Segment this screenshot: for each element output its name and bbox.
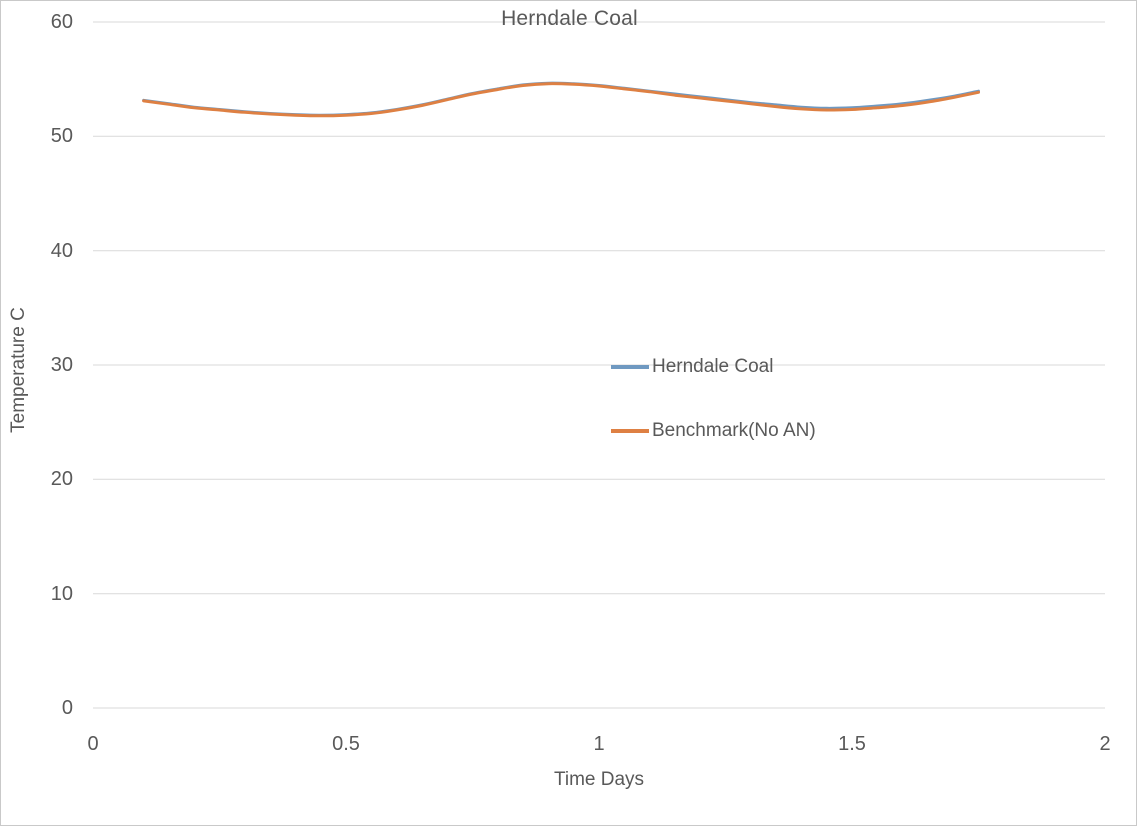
legend-line-swatch <box>611 429 649 433</box>
chart-title: Herndale Coal <box>501 7 638 30</box>
x-tick-label: 0 <box>87 733 99 755</box>
legend-item: Benchmark(No AN) <box>611 413 816 449</box>
x-tick-label: 1 <box>593 733 605 755</box>
x-tick-label: 2 <box>1099 733 1111 755</box>
series-line-benchmark-no-an <box>142 82 980 118</box>
legend: Herndale Coal Benchmark(No AN) <box>611 349 816 477</box>
legend-item: Herndale Coal <box>611 349 816 385</box>
y-tick-label: 10 <box>50 582 73 605</box>
x-tick-label: 1.5 <box>838 733 866 755</box>
y-tick-label: 50 <box>50 125 73 148</box>
y-axis-title: Temperature C <box>8 307 29 433</box>
legend-label: Herndale Coal <box>652 356 774 377</box>
y-tick-label: 60 <box>50 11 73 33</box>
y-tick-label: 30 <box>50 354 73 376</box>
x-axis-title: Time Days <box>553 769 645 790</box>
y-tick-label: 20 <box>50 468 73 491</box>
x-tick-label: 0.5 <box>332 733 360 755</box>
legend-line-swatch <box>611 365 649 369</box>
y-tick-label: 40 <box>50 239 73 262</box>
y-tick-label: 0 <box>61 697 73 719</box>
legend-label: Benchmark(No AN) <box>652 420 816 441</box>
